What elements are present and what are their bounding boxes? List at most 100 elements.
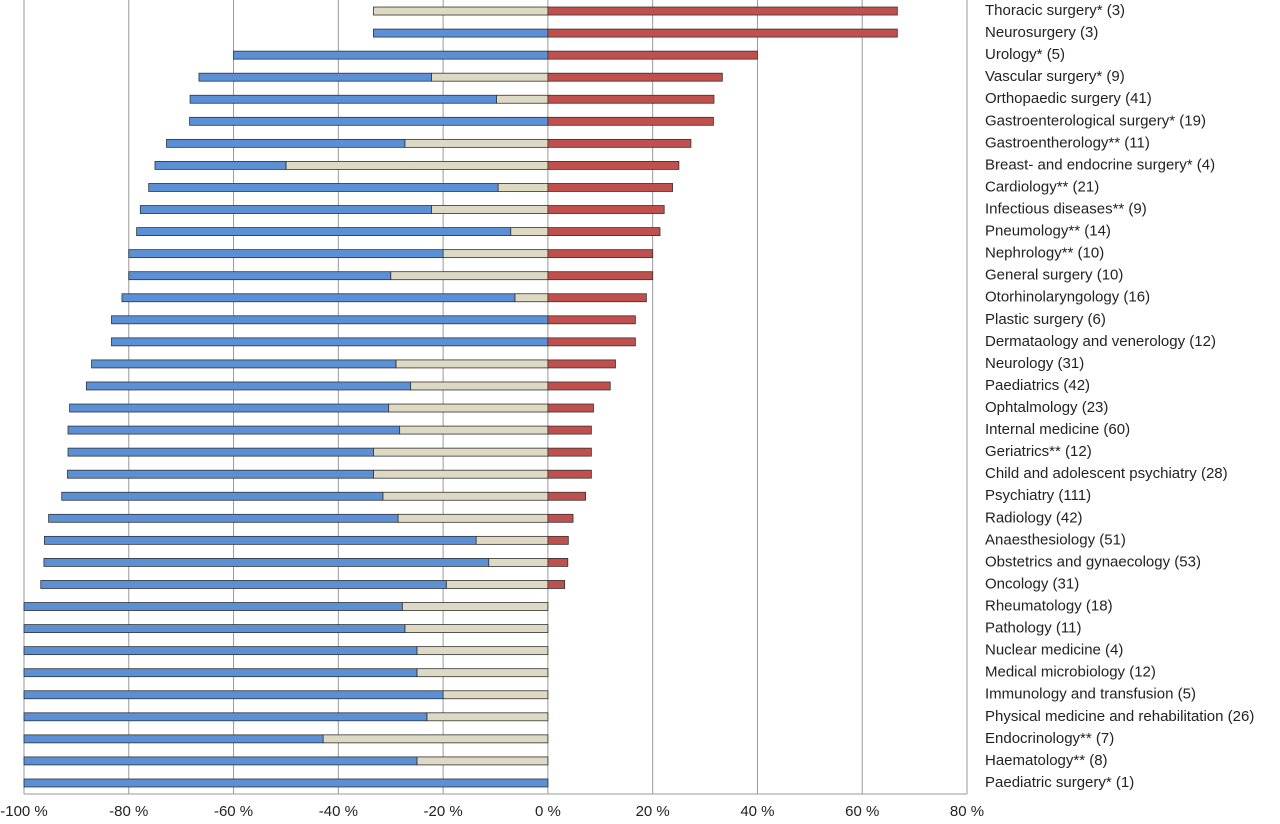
bar [404, 138, 549, 148]
x-tick-label: 60 % [845, 803, 879, 820]
bar [416, 668, 549, 678]
bar [547, 425, 592, 435]
bar [547, 491, 587, 501]
bar [48, 513, 399, 523]
x-tick-label: 40 % [740, 803, 774, 820]
category-label: General surgery (10) [985, 267, 1123, 284]
bar [23, 712, 428, 722]
category-label: Medical microbiology (12) [985, 664, 1156, 681]
category-label: Radiology (42) [985, 509, 1083, 526]
bar [514, 293, 549, 303]
category-label: Paediatric surgery* (1) [985, 774, 1134, 791]
bar [547, 293, 647, 303]
bar [388, 403, 549, 413]
x-tick-label: -20 % [424, 803, 463, 820]
bar [128, 249, 444, 259]
bar [23, 734, 324, 744]
bar [547, 447, 592, 457]
bar [431, 72, 549, 82]
category-label: Gastroentherology** (11) [985, 134, 1150, 151]
bar [426, 712, 549, 722]
bar [23, 756, 418, 766]
bar [395, 359, 549, 369]
bar [154, 161, 287, 170]
bar [166, 138, 406, 148]
bar [67, 469, 374, 479]
bar [322, 734, 549, 744]
bar [390, 271, 549, 281]
category-label: Neurosurgery (3) [985, 24, 1098, 41]
bar [69, 403, 390, 413]
bar [404, 624, 549, 633]
bar [547, 315, 636, 325]
bar [67, 447, 374, 457]
category-label: Thoracic surgery* (3) [985, 2, 1125, 19]
bar [233, 50, 549, 60]
bar [547, 558, 569, 567]
bar [547, 28, 898, 38]
bar [547, 359, 616, 369]
bar [67, 425, 401, 435]
bar [488, 558, 549, 567]
category-label: Internal medicine (60) [985, 421, 1130, 438]
bar [416, 756, 549, 766]
bar [373, 447, 549, 457]
bar [23, 778, 549, 788]
category-label: Neurology (31) [985, 355, 1084, 372]
bar [111, 315, 549, 325]
category-label: Paediatrics (42) [985, 377, 1090, 394]
category-label: Nephrology** (10) [985, 245, 1104, 262]
bar [397, 513, 549, 523]
bar [23, 690, 444, 700]
category-label: Breast- and endocrine surgery* (4) [985, 156, 1215, 173]
bar [198, 72, 432, 82]
bar [43, 558, 490, 567]
bar [496, 94, 549, 104]
bar [547, 469, 592, 479]
x-tick-label: -60 % [214, 803, 253, 820]
bar [510, 227, 549, 236]
bar [128, 271, 392, 281]
category-label: Rheumatology (18) [985, 597, 1113, 614]
bar [547, 205, 665, 214]
bar [431, 205, 549, 214]
bar [285, 161, 549, 170]
category-label: Obstetrics and gynaecology (53) [985, 553, 1201, 570]
category-label: Oncology (31) [985, 575, 1079, 592]
bar [547, 183, 673, 192]
category-label: Pathology (11) [985, 620, 1081, 637]
bar [547, 535, 569, 545]
bar [189, 116, 549, 126]
bar [23, 668, 418, 678]
x-tick-label: -40 % [319, 803, 358, 820]
category-label: Otorhinolaryngology (16) [985, 289, 1150, 306]
bar [547, 72, 723, 82]
category-label: Cardiology** (21) [985, 178, 1099, 195]
category-label: Physical medicine and rehabilitation (26… [985, 708, 1254, 725]
bar [111, 337, 549, 347]
bar [442, 690, 549, 700]
bar [139, 205, 432, 214]
bar [136, 227, 512, 236]
bar [373, 6, 549, 16]
bar [23, 602, 403, 611]
bar [547, 138, 692, 148]
x-tick-label: -100 % [0, 803, 48, 820]
bar [497, 183, 549, 192]
category-label: Haematology** (8) [985, 752, 1108, 769]
category-label: Gastroenterological surgery* (19) [985, 112, 1206, 129]
category-label: Immunology and transfusion (5) [985, 686, 1196, 703]
category-label: Ophtalmology (23) [985, 399, 1108, 416]
bar [382, 491, 549, 501]
category-label: Psychiatry (111) [985, 487, 1091, 504]
bar [547, 227, 661, 236]
bar [547, 249, 654, 259]
category-label: Anaesthesiology (51) [985, 531, 1126, 548]
bar [189, 94, 497, 104]
bar [547, 381, 611, 391]
category-label: Orthopaedic surgery (41) [985, 90, 1152, 107]
bar [399, 425, 549, 435]
bar [547, 337, 636, 347]
bar [85, 381, 412, 391]
